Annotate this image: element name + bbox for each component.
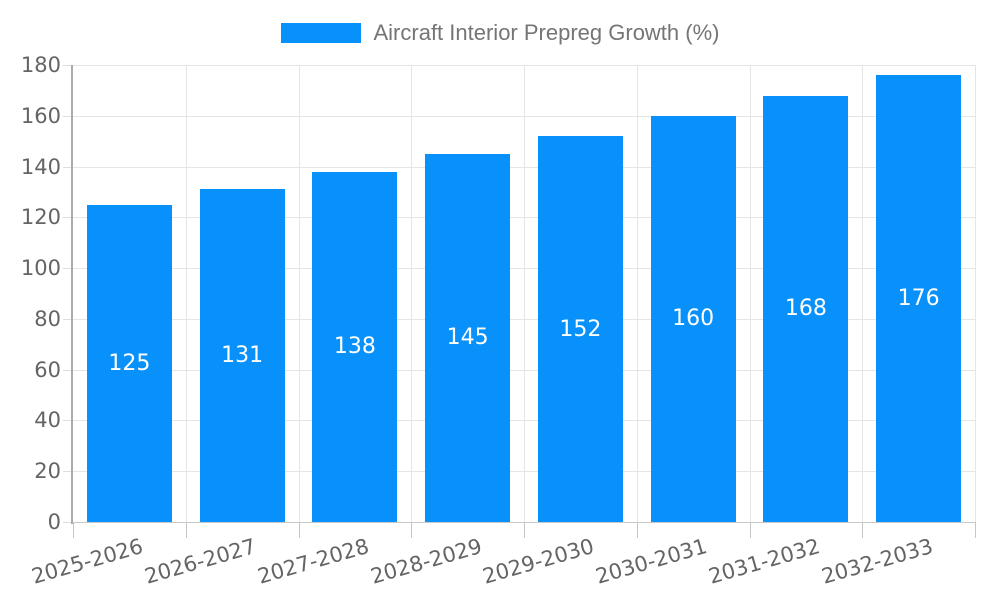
y-axis-tick [63, 268, 73, 270]
bar[interactable]: 176 [876, 75, 962, 522]
y-axis-tick [63, 471, 73, 473]
x-axis-tick [975, 522, 976, 538]
gridline-vertical [524, 65, 525, 522]
x-axis-tick [749, 522, 751, 538]
y-axis-tick [63, 420, 73, 422]
y-tick-label: 140 [20, 154, 61, 179]
gridline-vertical [749, 65, 751, 522]
gridline-vertical [185, 65, 187, 522]
bar[interactable]: 168 [763, 95, 849, 522]
legend-label: Aircraft Interior Prepreg Growth (%) [373, 20, 720, 45]
bar-value-label: 176 [897, 286, 940, 312]
gridline-vertical [411, 65, 413, 522]
y-tick-label: 80 [34, 306, 61, 331]
y-axis-tick [63, 318, 73, 320]
bar-value-label: 138 [333, 334, 376, 360]
y-tick-label: 160 [20, 103, 61, 128]
y-axis-tick [63, 522, 73, 523]
bar-value-label: 125 [108, 350, 151, 376]
bar-value-label: 152 [559, 316, 602, 342]
y-axis-tick [63, 369, 73, 371]
bar[interactable]: 138 [312, 171, 398, 522]
gridline-vertical [862, 65, 864, 522]
y-axis-tick [63, 166, 73, 168]
y-axis-tick [63, 65, 73, 66]
bar-value-label: 145 [446, 325, 489, 351]
legend-item[interactable]: Aircraft Interior Prepreg Growth (%) [0, 20, 1000, 46]
bar[interactable]: 160 [650, 115, 736, 522]
y-axis-tick [63, 217, 73, 219]
bar[interactable]: 152 [537, 136, 623, 522]
plot-area: 125 131 138 145 152 160 168 176 [63, 65, 976, 538]
bar[interactable]: 145 [425, 153, 511, 522]
y-tick-label: 120 [20, 205, 61, 230]
bar-value-label: 168 [784, 296, 827, 322]
bar-value-label: 131 [221, 343, 264, 369]
x-axis-line [73, 522, 975, 523]
y-axis-line [71, 65, 73, 524]
y-tick-label: 60 [34, 357, 61, 382]
x-axis-tick [185, 522, 187, 538]
x-axis-tick [73, 522, 74, 538]
x-axis-tick [862, 522, 864, 538]
y-tick-label: 180 [20, 53, 61, 77]
y-tick-label: 0 [47, 510, 61, 534]
x-axis-tick [636, 522, 638, 538]
x-axis-tick [411, 522, 413, 538]
bar[interactable]: 125 [86, 204, 172, 522]
y-tick-label: 40 [34, 408, 61, 433]
bar[interactable]: 131 [199, 189, 285, 522]
legend-swatch [280, 23, 361, 43]
y-tick-label: 100 [20, 256, 61, 281]
y-tick-label: 20 [34, 459, 61, 484]
gridline-vertical [975, 65, 976, 522]
bar-value-label: 160 [672, 306, 715, 332]
y-axis-tick [63, 115, 73, 117]
gridline-vertical [298, 65, 300, 522]
x-axis-tick [298, 522, 300, 538]
x-axis-tick [524, 522, 525, 538]
gridline-vertical [636, 65, 638, 522]
